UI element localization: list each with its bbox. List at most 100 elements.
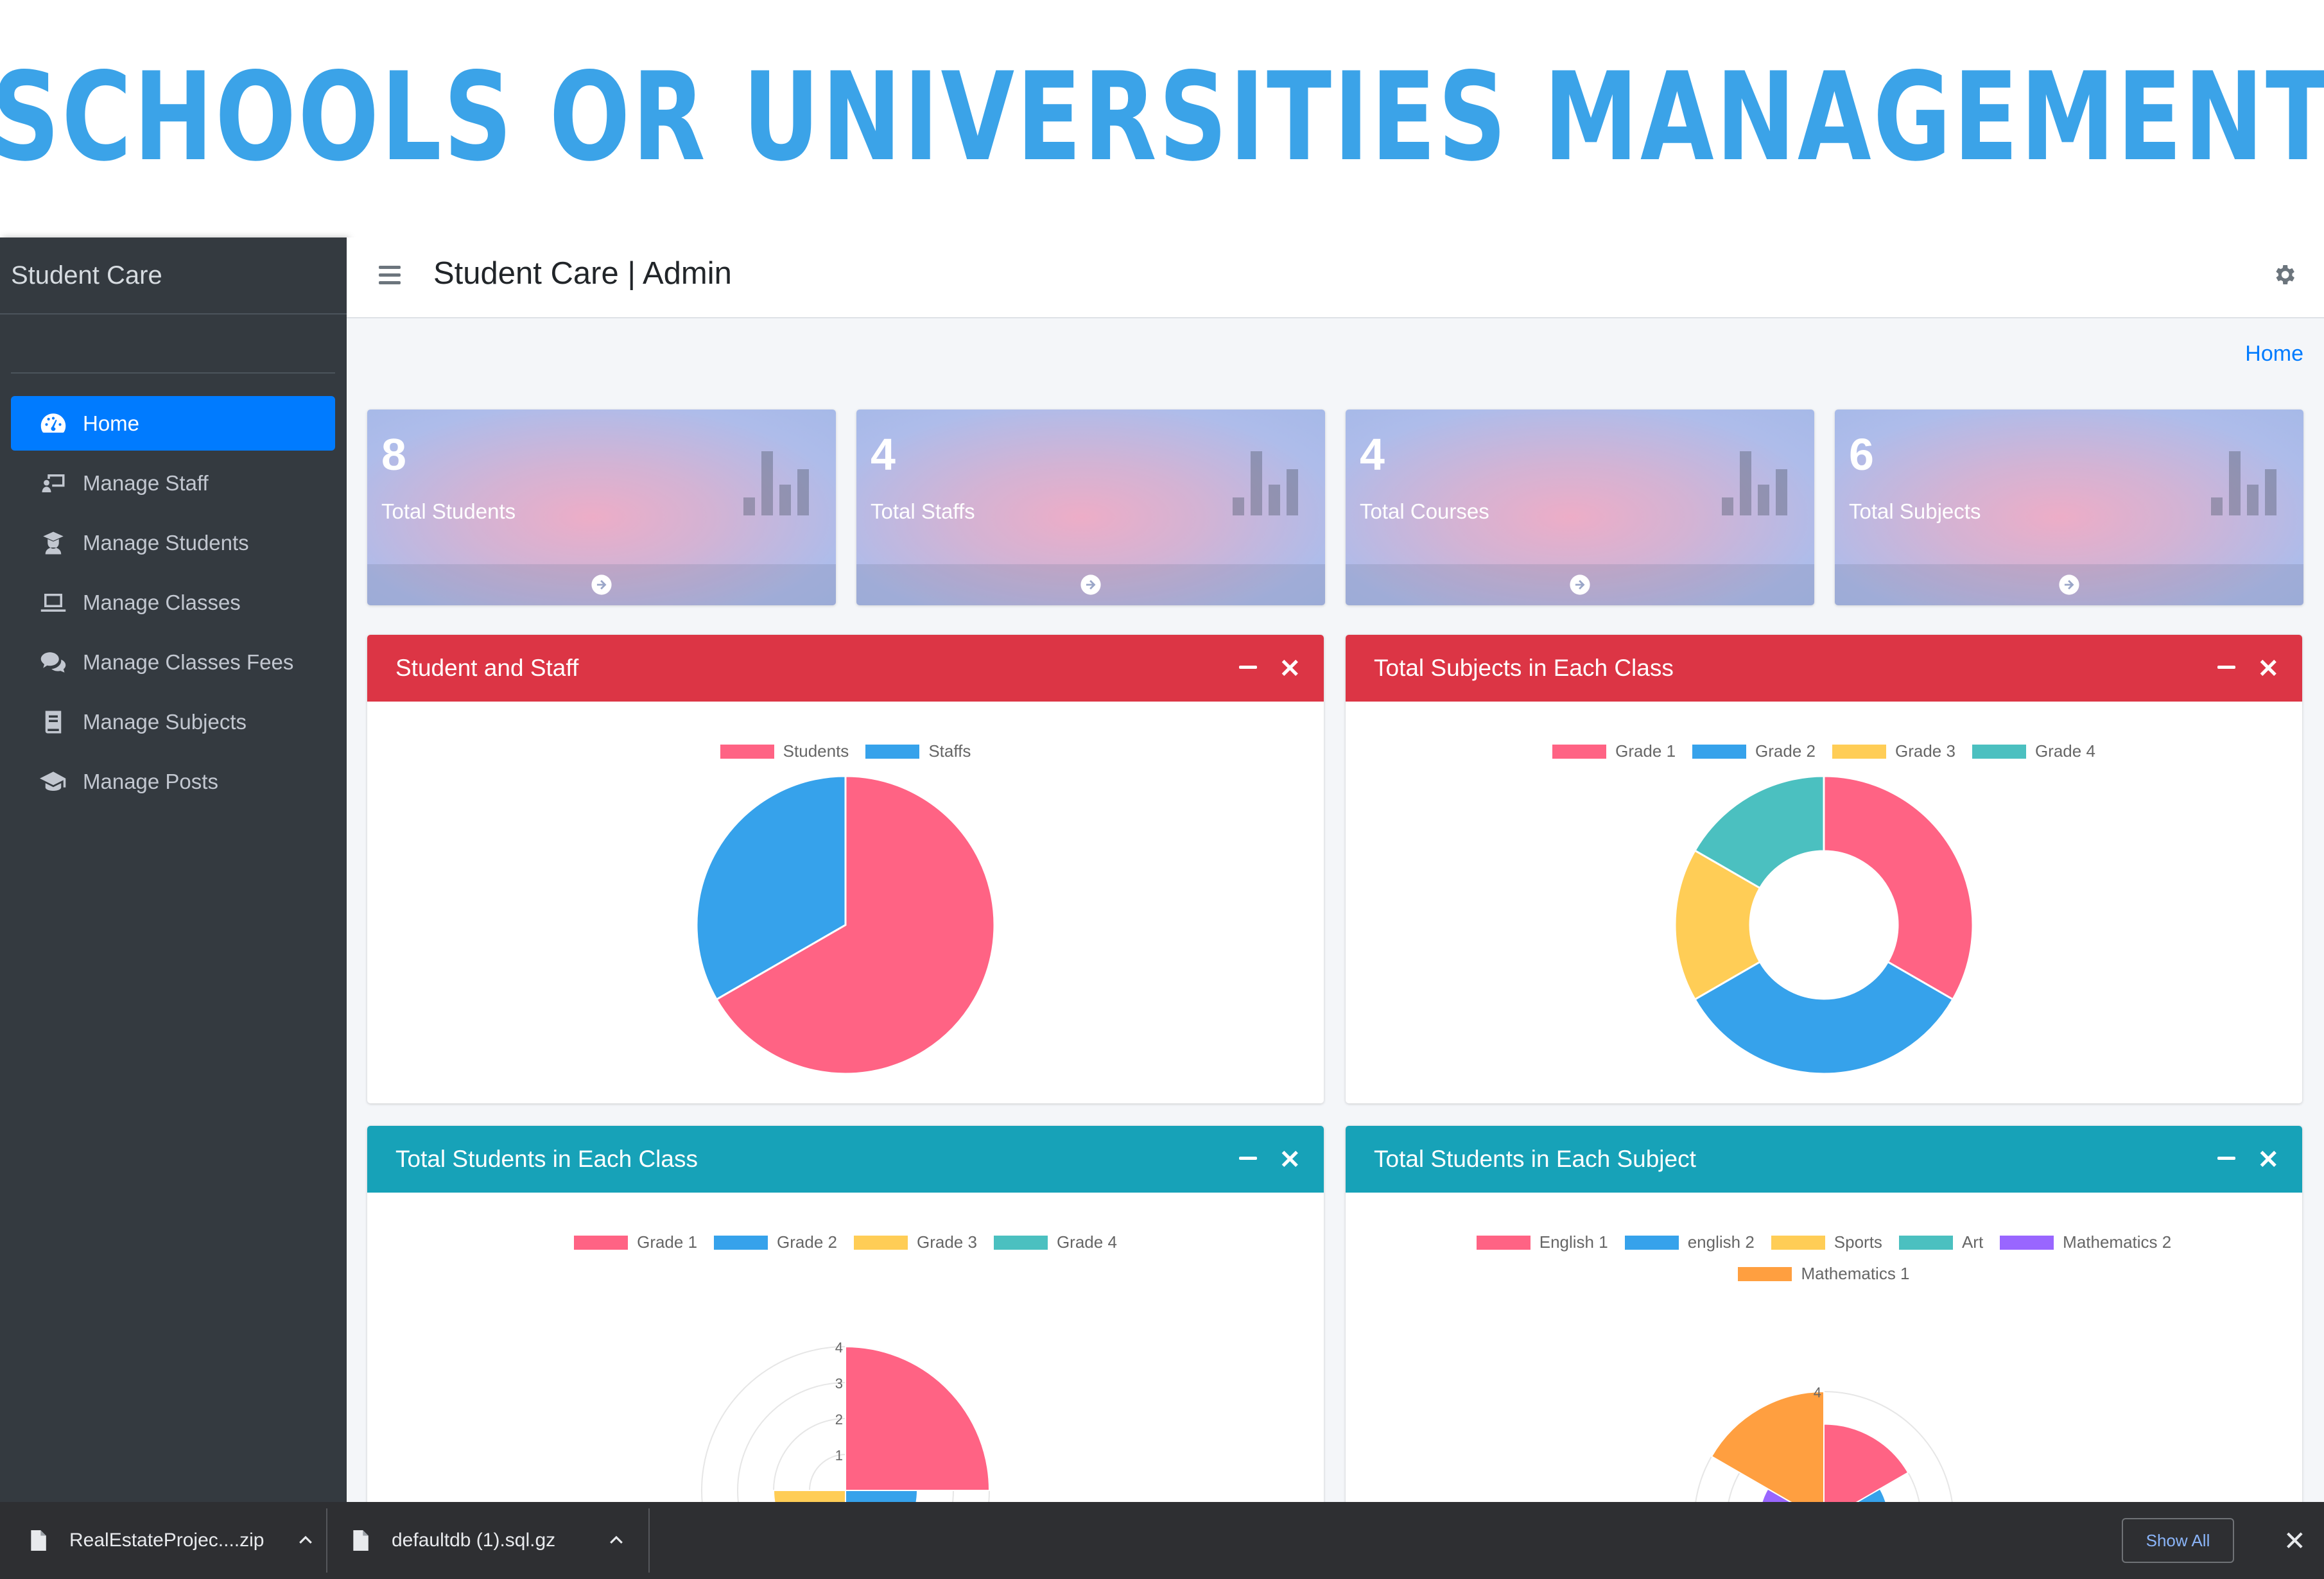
chart-slice-grade-2[interactable] <box>1694 960 1954 1075</box>
close-button[interactable]: ✕ <box>2257 655 2279 683</box>
sidebar-item-manage-subjects[interactable]: Manage Subjects <box>11 695 335 749</box>
arrow-circle-right-icon <box>2059 574 2079 595</box>
hamburger-icon[interactable] <box>379 266 401 285</box>
legend-item[interactable]: Mathematics 1 <box>1738 1264 1910 1284</box>
more-info-link[interactable] <box>1346 564 1814 605</box>
collapse-button[interactable] <box>1239 1157 1257 1160</box>
close-button[interactable]: ✕ <box>1279 1146 1301 1174</box>
book-icon <box>37 708 70 736</box>
top-navbar: Student Care | Admin <box>347 237 2324 318</box>
download-item[interactable]: RealEstateProjec....zip <box>30 1502 315 1579</box>
legend-item[interactable]: English 1 <box>1476 1232 1608 1252</box>
download-filename: defaultdb (1).sql.gz <box>392 1530 556 1551</box>
more-info-link[interactable] <box>856 564 1325 605</box>
collapse-button[interactable] <box>2217 1157 2235 1160</box>
close-button[interactable]: ✕ <box>2257 1146 2279 1174</box>
sidebar-item-home[interactable]: Home <box>11 396 335 451</box>
main-content: Home 8 Total Students 4 Total Staffs 4 T… <box>347 318 2324 1543</box>
downloads-bar: RealEstateProjec....zip defaultdb (1).sq… <box>0 1502 2324 1579</box>
sidebar-item-manage-students[interactable]: Manage Students <box>11 515 335 570</box>
chart-tick-label: 3 <box>835 1376 843 1392</box>
file-icon <box>353 1530 369 1551</box>
chart-sector-mathematics-1[interactable] <box>1710 1390 1825 1523</box>
chart-legend: English 1 english 2 Sports Art Mathemati… <box>1471 1232 2177 1284</box>
legend-item[interactable]: Grade 1 <box>574 1232 697 1252</box>
arrow-circle-right-icon <box>591 574 612 595</box>
card-body: Grade 1 Grade 2 Grade 3 Grade 4 <box>1346 702 2302 1103</box>
collapse-button[interactable] <box>1239 666 1257 669</box>
chart-legend: Grade 1 Grade 2 Grade 3 Grade 4 <box>367 1232 1324 1252</box>
sidebar-item-label: Manage Posts <box>83 769 218 793</box>
chevron-up-icon[interactable] <box>607 1531 626 1550</box>
stat-label: Total Courses <box>1360 499 1489 523</box>
legend-item[interactable]: Sports <box>1771 1232 1882 1252</box>
card-header: Student and Staff ✕ <box>367 635 1324 702</box>
show-all-button[interactable]: Show All <box>2122 1518 2234 1563</box>
chart-slice-staffs[interactable] <box>695 775 847 1001</box>
sidebar-item-manage-classes-fees[interactable]: Manage Classes Fees <box>11 635 335 689</box>
arrow-circle-right-icon <box>1080 574 1101 595</box>
stat-label: Total Subjects <box>1849 499 1981 523</box>
close-button[interactable]: ✕ <box>1279 655 1301 683</box>
legend-item[interactable]: Students <box>720 741 849 761</box>
legend-item[interactable]: Grade 2 <box>714 1232 837 1252</box>
close-icon[interactable]: ✕ <box>2283 1526 2306 1556</box>
sidebar: Student Care Home Manage Staff Manage St… <box>0 237 347 1502</box>
chart-tick-label: 1 <box>835 1447 843 1463</box>
bar-chart-icon <box>1233 451 1298 515</box>
card-student-staff: Student and Staff ✕ Students Staffs <box>367 635 1324 1103</box>
stat-label: Total Students <box>381 499 516 523</box>
file-icon <box>31 1530 46 1551</box>
gear-icon[interactable] <box>2271 262 2297 288</box>
legend-item[interactable]: Grade 1 <box>1552 741 1676 761</box>
legend-item[interactable]: Grade 4 <box>1972 741 2095 761</box>
legend-item[interactable]: Grade 3 <box>854 1232 977 1252</box>
staff-icon <box>37 469 70 497</box>
stat-value: 6 <box>1849 429 1874 479</box>
stat-box-students: 8 Total Students <box>367 410 836 605</box>
chart-legend: Students Staffs <box>367 741 1324 761</box>
download-item[interactable]: defaultdb (1).sql.gz <box>352 1502 626 1579</box>
sidebar-item-label: Manage Subjects <box>83 709 247 734</box>
card-header: Total Subjects in Each Class ✕ <box>1346 635 2302 702</box>
legend-item[interactable]: Grade 2 <box>1692 741 1816 761</box>
sidebar-item-manage-classes[interactable]: Manage Classes <box>11 575 335 630</box>
chart-sector-english-1[interactable] <box>1823 1423 1909 1523</box>
more-info-link[interactable] <box>367 564 836 605</box>
card-header: Total Students in Each Class ✕ <box>367 1126 1324 1193</box>
stat-box-staffs: 4 Total Staffs <box>856 410 1325 605</box>
chart-slice-students[interactable] <box>715 775 996 1075</box>
brand-link[interactable]: Student Care <box>0 237 347 315</box>
stat-value: 4 <box>1360 429 1385 479</box>
chart-slice-grade-1[interactable] <box>1823 775 1974 1001</box>
legend-item[interactable]: Grade 4 <box>993 1232 1117 1252</box>
divider <box>648 1508 650 1573</box>
student-icon <box>37 529 70 557</box>
collapse-button[interactable] <box>2217 666 2235 669</box>
chart-slice-grade-3[interactable] <box>1674 849 1762 1001</box>
polar-area-chart: 1 2 3 4 <box>701 1340 991 1543</box>
doughnut-chart <box>1674 775 1974 1075</box>
chart-sector-grade-1[interactable] <box>845 1345 991 1491</box>
promo-banner: SCHOOLS OR UNIVERSITIES MANAGEMENT <box>0 0 2324 237</box>
chevron-up-icon[interactable] <box>296 1531 315 1550</box>
chart-slice-grade-4[interactable] <box>1694 775 1825 890</box>
sidebar-item-manage-posts[interactable]: Manage Posts <box>11 754 335 809</box>
card-title: Student and Staff <box>395 655 579 681</box>
banner-title: SCHOOLS OR UNIVERSITIES MANAGEMENT <box>0 46 2324 188</box>
card-subjects-per-class: Total Subjects in Each Class ✕ Grade 1 G… <box>1346 635 2302 1103</box>
card-title: Total Subjects in Each Class <box>1374 655 1674 681</box>
legend-item[interactable]: Mathematics 2 <box>2000 1232 2171 1252</box>
sidebar-item-manage-staff[interactable]: Manage Staff <box>11 456 335 510</box>
legend-item[interactable]: english 2 <box>1624 1232 1755 1252</box>
more-info-link[interactable] <box>1835 564 2303 605</box>
card-students-per-class: Total Students in Each Class ✕ Grade 1 G… <box>367 1126 1324 1543</box>
polar-area-chart: 4 <box>1694 1385 1954 1543</box>
legend-item[interactable]: Staffs <box>865 741 971 761</box>
breadcrumb-home[interactable]: Home <box>2245 341 2303 366</box>
stat-box-courses: 4 Total Courses <box>1346 410 1814 605</box>
legend-item[interactable]: Art <box>1898 1232 1983 1252</box>
legend-item[interactable]: Grade 3 <box>1832 741 1955 761</box>
arrow-circle-right-icon <box>1570 574 1590 595</box>
comments-icon <box>37 648 70 677</box>
